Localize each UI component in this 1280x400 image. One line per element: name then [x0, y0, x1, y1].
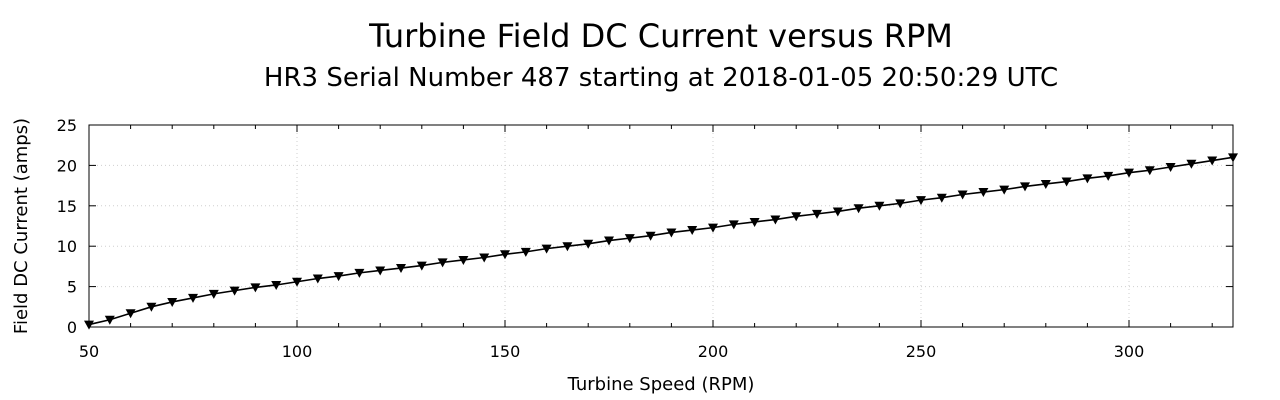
data-point-marker [125, 309, 136, 319]
data-point-marker [271, 280, 282, 290]
data-point-marker [895, 199, 906, 209]
y-tick-label: 10 [57, 237, 77, 256]
x-tick-label: 100 [282, 342, 313, 361]
data-point-marker [728, 220, 739, 230]
data-point-marker [936, 193, 947, 203]
data-point-marker [687, 226, 698, 236]
data-point-marker [1165, 163, 1176, 173]
x-axis-label: Turbine Speed (RPM) [567, 374, 755, 395]
data-point-marker [874, 201, 885, 211]
tick-labels: 50 100 150 200 250 300 0 5 10 15 20 25 [57, 116, 1145, 361]
data-point-marker [333, 272, 344, 282]
plot-frame [88, 124, 1234, 328]
data-point-marker [770, 215, 781, 225]
data-point-marker [541, 244, 552, 254]
data-series [84, 153, 1238, 330]
data-point-marker [812, 209, 822, 219]
data-point-marker [437, 258, 448, 268]
y-axis-label: Field DC Current (amps) [11, 118, 32, 334]
data-point-marker [167, 297, 178, 307]
data-point-marker [562, 242, 573, 252]
data-point-marker [458, 255, 469, 265]
data-point-marker [208, 289, 219, 299]
data-point-marker [604, 236, 614, 246]
data-point-marker [416, 261, 427, 271]
chart-subtitle: HR3 Serial Number 487 starting at 2018-0… [264, 63, 1058, 93]
data-point-marker [1040, 179, 1051, 189]
data-point-marker [375, 266, 386, 276]
y-tick-label: 0 [67, 318, 77, 337]
data-point-marker [146, 302, 157, 312]
x-tick-label: 300 [1114, 342, 1145, 361]
data-point-marker [1124, 168, 1134, 178]
y-tick-label: 5 [67, 278, 77, 297]
x-tick-label: 150 [490, 342, 521, 361]
data-point-marker [396, 264, 406, 274]
data-point-marker [104, 315, 115, 325]
data-point-marker [853, 204, 864, 214]
data-point-marker [832, 207, 843, 217]
data-point-marker [500, 250, 510, 260]
grid-lines [89, 125, 1233, 327]
data-point-marker [645, 231, 656, 241]
data-point-marker [624, 234, 635, 244]
data-point-marker [978, 188, 989, 198]
data-point-marker [1144, 166, 1155, 176]
data-point-marker [749, 217, 760, 227]
x-tick-label: 50 [79, 342, 99, 361]
data-point-marker [479, 253, 490, 263]
data-point-marker [354, 268, 365, 278]
data-point-marker [583, 239, 594, 249]
x-tick-label: 200 [698, 342, 729, 361]
data-point-marker [916, 196, 926, 206]
data-point-marker [292, 277, 302, 287]
data-point-marker [1186, 159, 1197, 169]
x-tick-label: 250 [906, 342, 937, 361]
data-point-marker [957, 190, 968, 200]
data-point-marker [791, 212, 802, 222]
data-point-marker [312, 274, 323, 284]
data-point-marker [1061, 177, 1072, 187]
data-point-marker [1020, 182, 1030, 192]
data-point-marker [188, 293, 198, 303]
data-point-marker [1103, 171, 1114, 181]
data-point-marker [250, 283, 261, 293]
data-point-marker [1082, 174, 1093, 184]
y-tick-label: 25 [57, 116, 77, 135]
data-point-marker [666, 228, 677, 238]
axis-ticks [88, 124, 1233, 328]
data-point-marker [1207, 156, 1218, 166]
data-point-marker [229, 286, 240, 296]
chart-title: Turbine Field DC Current versus RPM [368, 17, 953, 55]
series-line [88, 156, 1234, 326]
y-tick-label: 20 [57, 156, 77, 175]
y-tick-label: 15 [57, 197, 77, 216]
data-point-marker [708, 223, 718, 233]
data-point-marker [999, 185, 1010, 195]
data-point-marker [520, 247, 531, 257]
